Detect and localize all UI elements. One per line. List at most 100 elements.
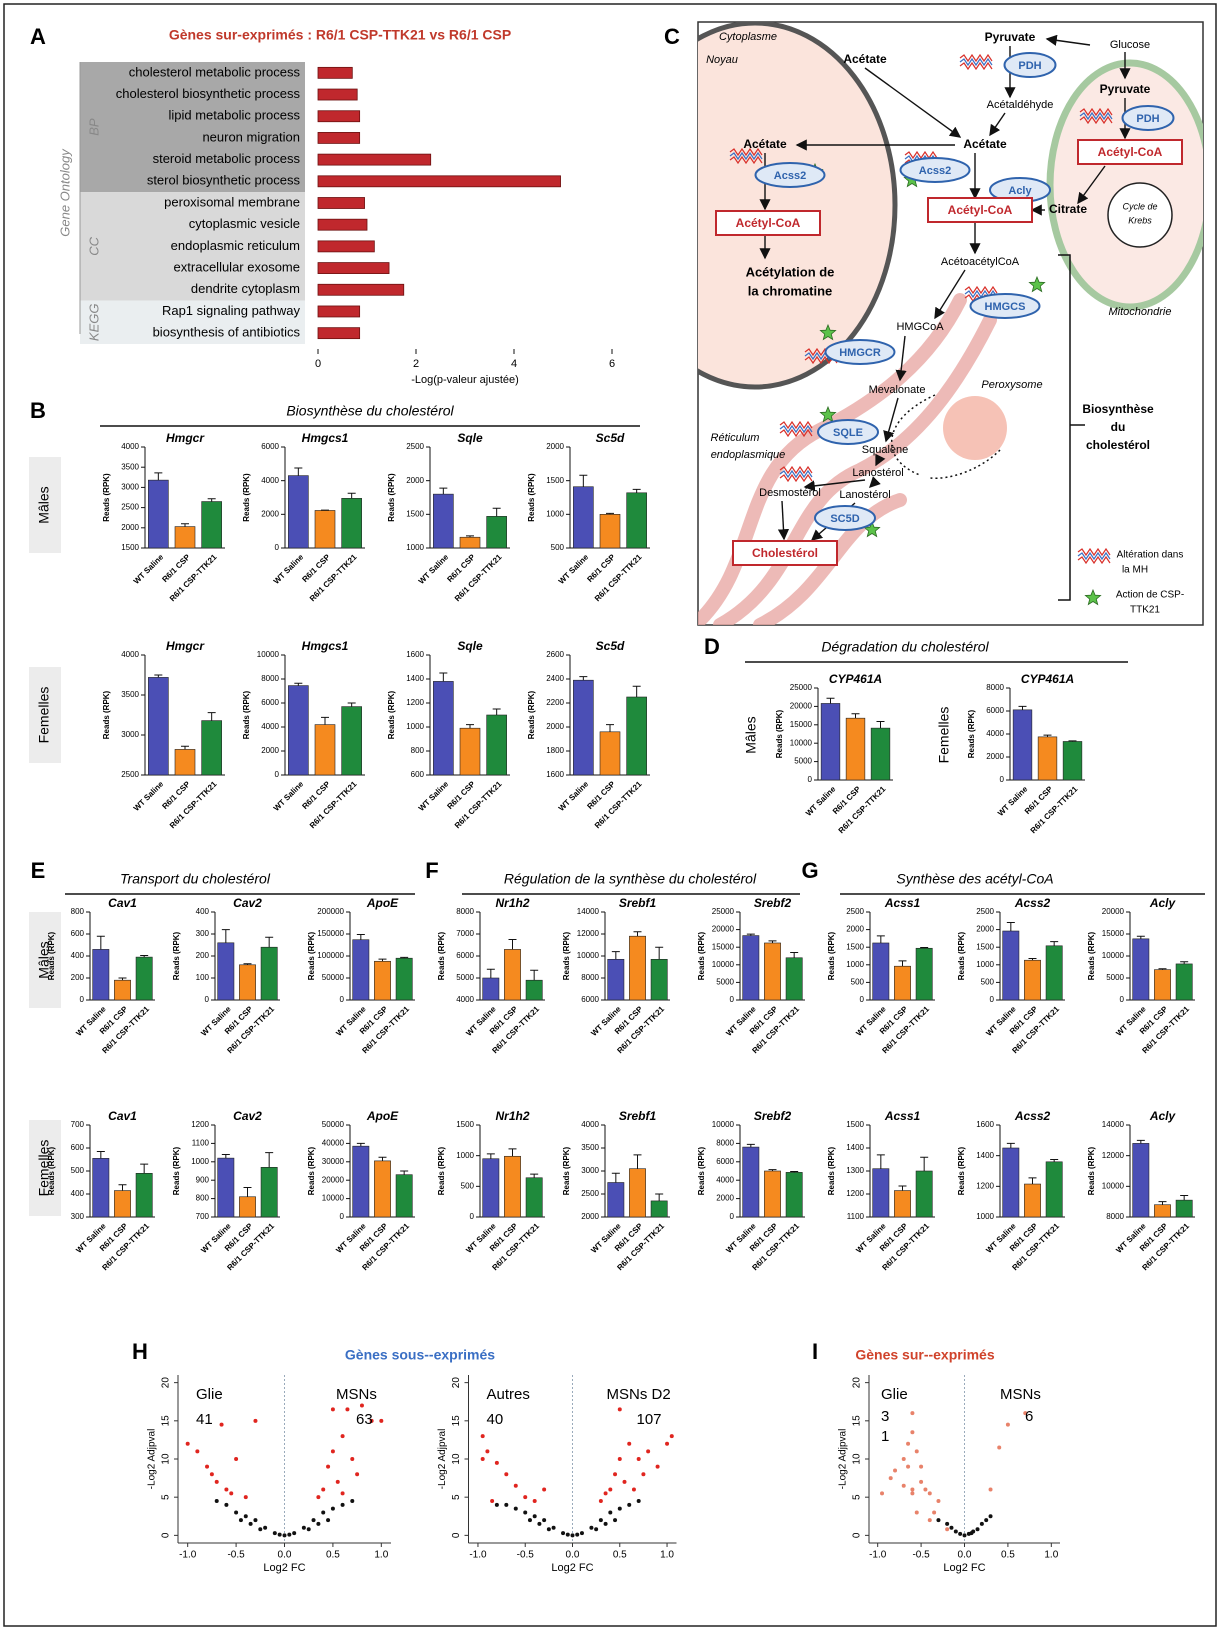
y-tick-label: 1600 <box>546 770 564 779</box>
bar <box>872 942 890 1001</box>
y-tick-label: 10000 <box>322 1194 345 1203</box>
csp-ttk21-star <box>819 405 837 423</box>
y-tick-label: 15000 <box>1102 929 1125 938</box>
annotation: 40 <box>487 1411 504 1428</box>
bar <box>626 696 647 776</box>
figure-border <box>3 3 1217 1627</box>
error-bar <box>876 1154 885 1169</box>
x-tick-label: 1.0 <box>1044 1550 1058 1561</box>
bar <box>870 727 891 781</box>
y-tick-label: 5000 <box>1106 973 1124 982</box>
point <box>480 1434 485 1439</box>
error-bar <box>826 697 835 704</box>
y-tick-label: 0 <box>275 543 280 552</box>
y-tick-label: 2000 <box>261 509 279 518</box>
group-band <box>80 192 305 301</box>
point <box>253 1518 258 1523</box>
y-tick-label: 15000 <box>712 942 735 951</box>
y-tick-label: 1000 <box>406 543 424 552</box>
annotation: MSNs D2 <box>607 1386 671 1403</box>
group-label: KEGG <box>86 304 101 342</box>
y-tick-label: 2500 <box>581 1189 599 1198</box>
y-axis-label: -Log2 Adjpval <box>437 1429 448 1490</box>
point <box>546 1527 551 1532</box>
point <box>949 1525 954 1530</box>
category-label: peroxisomal membrane <box>164 194 300 209</box>
point <box>988 1514 993 1519</box>
point <box>631 1487 636 1492</box>
point <box>345 1407 350 1412</box>
error-bar <box>378 958 387 962</box>
bar <box>459 536 481 549</box>
chart-title: Acss2 <box>1014 896 1051 910</box>
annotation: 63 <box>356 1411 373 1428</box>
bar <box>742 935 760 1001</box>
x-axis-label: -Log(p-valeur ajustée) <box>411 374 519 386</box>
legend-label: la MH <box>1122 565 1148 576</box>
point <box>636 1499 641 1503</box>
point <box>627 1502 632 1507</box>
point <box>936 1499 941 1503</box>
y-tick-label: 4000 <box>581 1120 599 1129</box>
y-tick-label: 3500 <box>121 462 139 471</box>
csp-ttk21-star <box>819 323 837 341</box>
category-label: cholesterol biosynthetic process <box>116 86 301 101</box>
y-tick-label: 1000 <box>406 722 424 731</box>
section-title: Gènes sous--exprimés <box>345 1347 495 1363</box>
y-tick-label: 20 <box>451 1377 462 1389</box>
error-bar <box>851 713 860 719</box>
error-bar <box>920 947 929 949</box>
compartment-label: endoplasmique <box>711 449 786 461</box>
y-tick-label: 1200 <box>976 1181 994 1190</box>
point <box>627 1441 632 1446</box>
error-bar <box>746 1143 755 1148</box>
y-axis-label: Reads (RPK) <box>242 473 251 522</box>
point <box>542 1487 547 1492</box>
section-title: Biosynthèse du cholestérol <box>286 403 454 419</box>
metabolite-box <box>927 197 1033 223</box>
error-bar <box>579 474 588 487</box>
error-bar <box>1158 968 1167 970</box>
point <box>542 1518 547 1523</box>
point <box>263 1525 268 1530</box>
point <box>224 1487 229 1492</box>
x-tick-label: -0.5 <box>227 1550 245 1561</box>
alteration-wave <box>1079 111 1113 121</box>
row-label-bg <box>29 667 61 763</box>
y-tick-label: 2000 <box>261 746 279 755</box>
alteration-wave <box>1079 115 1113 125</box>
chart-title: Acly <box>1149 1109 1177 1123</box>
y-axis-label: Reads (RPK) <box>775 709 784 758</box>
point <box>958 1531 963 1536</box>
bar <box>174 749 196 776</box>
y-tick-label: 1400 <box>846 1143 864 1152</box>
y-tick-label: 4000 <box>986 729 1004 738</box>
y-axis-label: Reads (RPK) <box>827 931 836 980</box>
error-bar <box>400 956 409 959</box>
error-bar <box>492 708 501 715</box>
y-tick-label: 2500 <box>121 770 139 779</box>
x-tick-label: WT Saline <box>417 779 451 813</box>
panel-label: A <box>30 24 46 49</box>
chart-title: Sqle <box>457 431 483 445</box>
error-bar <box>400 1170 409 1175</box>
chart-title: Cav1 <box>108 1109 137 1123</box>
point <box>636 1457 641 1461</box>
y-tick-label: 2600 <box>546 650 564 659</box>
point <box>988 1487 993 1492</box>
point <box>1023 1411 1028 1416</box>
error-bar <box>768 940 777 943</box>
point <box>359 1403 364 1408</box>
y-tick-label: 0 <box>1120 995 1125 1004</box>
arrow <box>803 479 866 492</box>
point <box>277 1532 282 1537</box>
bar <box>317 66 353 79</box>
chart-title: ApoE <box>366 1109 399 1123</box>
y-axis-label: Reads (RPK) <box>242 690 251 739</box>
y-tick-label: 10000 <box>712 1120 735 1129</box>
bracket <box>1058 254 1085 601</box>
y-tick-label: 4000 <box>456 995 474 1004</box>
enzyme-label: Acss2 <box>919 165 951 177</box>
y-tick-label: 4000 <box>121 442 139 451</box>
y-tick-label: 6000 <box>261 698 279 707</box>
